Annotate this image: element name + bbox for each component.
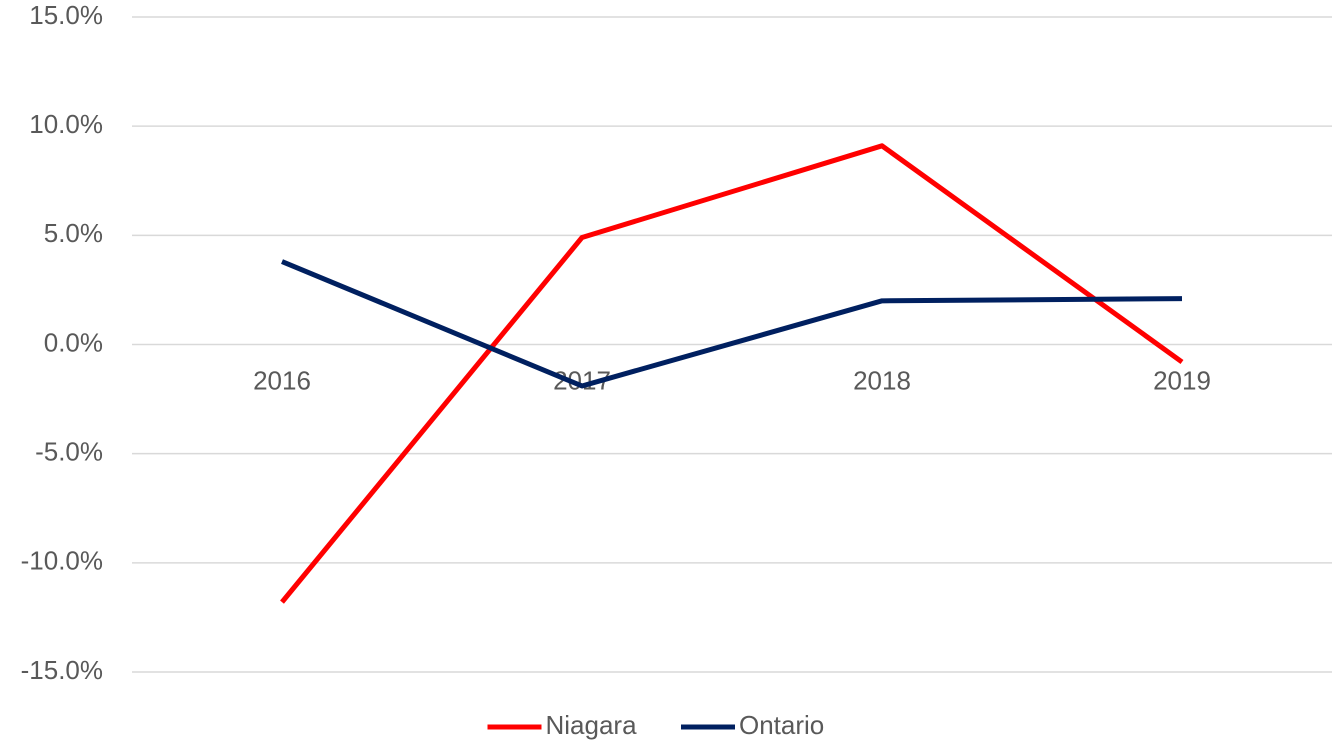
legend-label: Niagara: [546, 710, 638, 740]
series-line: [281, 259, 1183, 389]
y-tick-label: -15.0%: [21, 655, 103, 685]
y-tick-label: 0.0%: [44, 327, 103, 357]
series-line: [280, 143, 1184, 604]
y-tick-label: -10.0%: [21, 546, 103, 576]
x-tick-label: 2019: [1153, 365, 1211, 395]
y-tick-label: 5.0%: [44, 218, 103, 248]
x-tick-label: 2018: [853, 365, 911, 395]
x-tick-label: 2016: [253, 365, 311, 395]
y-tick-label: -5.0%: [35, 437, 103, 467]
y-tick-label: 10.0%: [29, 109, 103, 139]
y-tick-label: 15.0%: [29, 0, 103, 30]
legend-label: Ontario: [739, 710, 824, 740]
